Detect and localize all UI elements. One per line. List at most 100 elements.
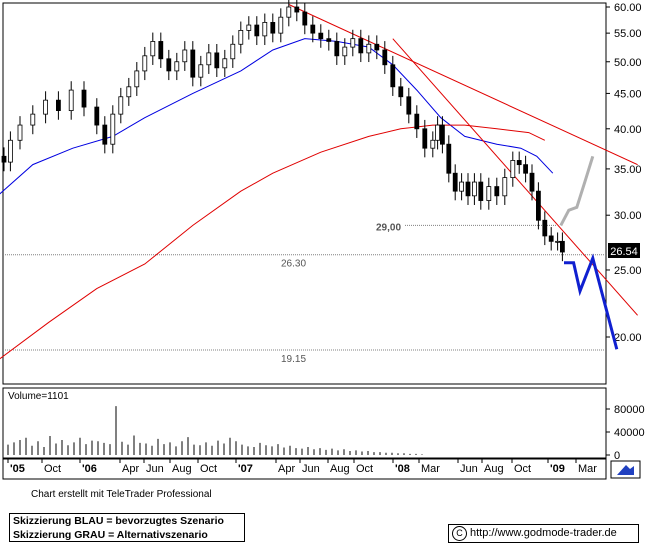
price-candle — [374, 43, 380, 51]
price-candle — [523, 164, 528, 174]
level-label: 29,00 — [376, 222, 401, 233]
price-candle — [382, 49, 388, 66]
price-candle — [358, 38, 364, 54]
volume-tick-label: 80000 — [614, 404, 645, 416]
time-tick-label: Oct — [356, 463, 373, 475]
price-candle — [238, 30, 244, 45]
price-candle — [43, 99, 48, 115]
price-candle — [478, 181, 484, 201]
price-candle — [439, 124, 445, 145]
price-candle — [350, 38, 356, 48]
price-candle — [30, 113, 36, 126]
price-candle — [459, 181, 465, 192]
price-candle — [529, 172, 535, 192]
price-candle — [560, 240, 565, 253]
scenario-gray-path — [559, 155, 595, 227]
price-candle — [555, 240, 560, 243]
price-candle — [310, 24, 316, 34]
price-candle — [230, 43, 236, 60]
price-candle — [502, 177, 508, 197]
price-candle — [465, 181, 471, 197]
price-candle — [494, 186, 500, 197]
price-candle — [318, 32, 324, 40]
time-tick-label: Aug — [172, 463, 192, 475]
price-tick-label: 55.00 — [614, 28, 642, 40]
price-candle — [398, 86, 404, 98]
price-panel-frame — [2, 2, 607, 385]
time-tick-label: '07 — [238, 463, 253, 475]
time-tick-label: Jun — [302, 463, 320, 475]
price-candle — [56, 99, 61, 111]
price-candle — [516, 160, 522, 166]
volume-tick-label: 40000 — [614, 427, 645, 439]
price-candle — [190, 49, 196, 78]
scenario-blue-path — [564, 253, 619, 350]
last-price-value: 26.54 — [610, 246, 638, 258]
price-candle — [110, 113, 116, 145]
price-candle — [17, 124, 23, 141]
time-tick-label: Mar — [578, 463, 597, 475]
price-chart: 26.54 60.00 55.00 50.00 45.00 40.00 35.00 30.0… — [0, 0, 645, 480]
price-candle — [246, 24, 252, 31]
time-tick-label: Jun — [460, 463, 478, 475]
price-candle — [142, 55, 148, 72]
price-candle — [118, 96, 124, 115]
price-candle — [1, 155, 7, 163]
price-candle — [342, 46, 348, 57]
scenario-legend: Skizzierung BLAU = bevorzugtes Szenario … — [9, 513, 245, 542]
time-tick-label: '08 — [395, 463, 410, 475]
price-candle — [548, 235, 554, 242]
volume-label: Volume=1101 — [8, 391, 69, 402]
time-tick-label: Oct — [44, 463, 61, 475]
price-candle — [174, 61, 180, 72]
time-tick-label: Oct — [514, 463, 531, 475]
price-candle — [68, 89, 74, 111]
price-candle — [536, 190, 541, 221]
price-candle — [414, 113, 420, 130]
time-tick-label: '06 — [82, 463, 97, 475]
price-candle — [150, 41, 156, 57]
price-candle — [134, 70, 140, 88]
price-candle — [452, 172, 458, 192]
price-candle — [198, 64, 204, 78]
legend-blue: Skizzierung BLAU = bevorzugtes Szenario — [13, 515, 224, 527]
price-candle — [286, 6, 292, 18]
price-tick-label: 30.00 — [614, 210, 642, 222]
source-url-text: http://www.godmode-trader.de — [470, 527, 617, 539]
price-candle — [262, 22, 268, 37]
price-candle — [406, 96, 412, 115]
price-candle — [435, 124, 441, 141]
price-candle — [81, 89, 87, 108]
moving-average-line — [0, 124, 546, 360]
price-candle — [254, 24, 260, 37]
volume-panel-frame — [2, 387, 607, 459]
chart-credit: Chart erstellt mit TeleTrader Profession… — [31, 489, 212, 500]
price-tick-label: 50.00 — [614, 57, 642, 69]
time-tick-label: Apr — [122, 463, 139, 475]
price-candle — [471, 181, 477, 197]
price-tick-label: 35.00 — [614, 164, 642, 176]
price-candle — [542, 219, 548, 237]
price-candle — [214, 52, 220, 69]
legend-gray: Skizzierung GRAU = Alternativszenario — [13, 529, 208, 541]
level-label: 19.15 — [281, 354, 306, 365]
time-tick-label: '09 — [550, 463, 565, 475]
volume-tick-label: 0 — [614, 450, 620, 462]
time-tick-label: '05 — [10, 463, 25, 475]
price-tick-label: 45.00 — [614, 88, 642, 100]
price-candle — [366, 43, 372, 54]
level-label: 26.30 — [281, 259, 306, 270]
price-candle — [182, 49, 188, 63]
price-candle — [94, 106, 100, 126]
price-tick-label: 25.00 — [614, 265, 642, 277]
time-tick-label: Aug — [330, 463, 350, 475]
price-candle — [102, 124, 108, 145]
last-price-badge — [608, 243, 640, 258]
time-axis-frame — [2, 458, 607, 480]
chart-nav-icon[interactable] — [617, 465, 634, 475]
price-candle — [222, 58, 228, 69]
time-tick-label: Apr — [278, 463, 295, 475]
price-candle — [334, 41, 340, 57]
price-tick-label: 20.00 — [614, 332, 642, 344]
